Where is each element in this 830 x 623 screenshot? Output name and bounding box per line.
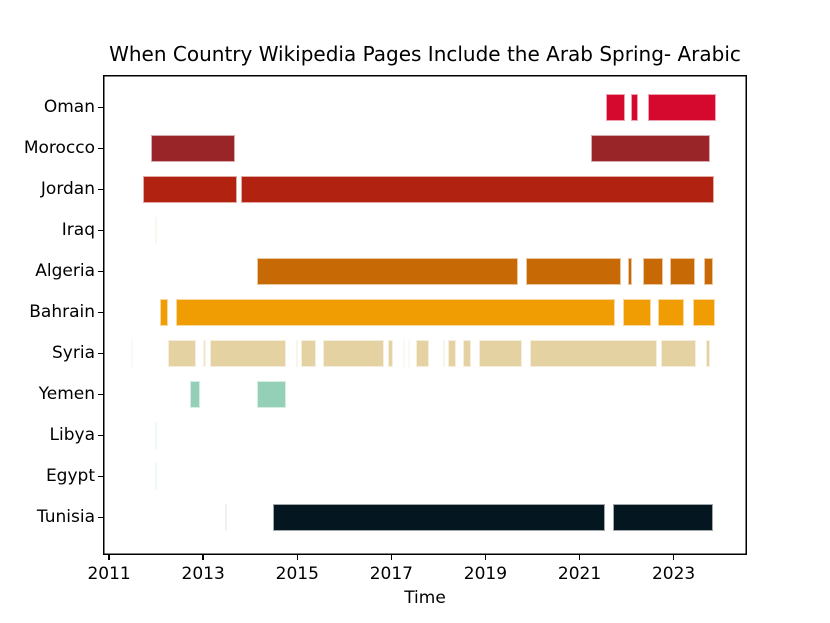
bar-segment bbox=[273, 503, 605, 531]
x-tick-mark bbox=[578, 555, 581, 560]
y-tick-label: Iraq bbox=[61, 220, 95, 241]
bar-segment bbox=[300, 339, 316, 367]
x-tick-label: 2019 bbox=[463, 564, 508, 584]
y-tick-label: Tunisia bbox=[36, 507, 95, 528]
x-tick-mark bbox=[296, 555, 299, 560]
y-tick-label: Morocco bbox=[23, 138, 95, 159]
bar-segment bbox=[479, 339, 523, 367]
bar-segment bbox=[631, 93, 638, 121]
bar-segment bbox=[443, 339, 446, 367]
bar-segment bbox=[257, 257, 518, 285]
x-tick-label: 2021 bbox=[557, 564, 602, 584]
bar-segment bbox=[209, 339, 286, 367]
y-tick-mark bbox=[98, 270, 103, 273]
y-tick-label: Yemen bbox=[38, 384, 95, 405]
bar-segment bbox=[526, 257, 622, 285]
x-tick-label: 2015 bbox=[275, 564, 319, 584]
y-tick-mark bbox=[98, 475, 103, 478]
bar-segment bbox=[403, 339, 406, 367]
y-tick-label: Bahrain bbox=[29, 302, 95, 323]
bar-segment bbox=[241, 175, 714, 203]
x-tick-label: 2023 bbox=[651, 564, 696, 584]
y-tick-label: Oman bbox=[43, 97, 95, 118]
bar-segment bbox=[154, 462, 157, 490]
bar-segment bbox=[612, 503, 714, 531]
bar-segment bbox=[462, 339, 472, 367]
x-tick-mark bbox=[672, 555, 675, 560]
bar-segment bbox=[705, 339, 710, 367]
bar-segment bbox=[670, 257, 695, 285]
bar-segment bbox=[202, 339, 206, 367]
bar-segment bbox=[408, 339, 411, 367]
bar-segment bbox=[224, 503, 227, 531]
bar-segment bbox=[151, 134, 235, 162]
x-tick-mark bbox=[108, 555, 110, 560]
bar-segment bbox=[416, 339, 429, 367]
chart-title: When Country Wikipedia Pages Include the… bbox=[109, 42, 741, 66]
bar-segment bbox=[591, 134, 710, 162]
x-tick-mark bbox=[390, 555, 393, 560]
bar-segment bbox=[627, 257, 633, 285]
y-tick-mark bbox=[98, 311, 103, 314]
bar-segment bbox=[167, 339, 197, 367]
bar-segment bbox=[190, 380, 200, 408]
x-tick-label: 2013 bbox=[181, 564, 225, 584]
bar-segment bbox=[606, 93, 625, 121]
y-tick-mark bbox=[98, 434, 103, 437]
bar-segment bbox=[658, 298, 684, 326]
bar-segment bbox=[142, 175, 237, 203]
y-tick-mark bbox=[98, 147, 103, 150]
plot-area bbox=[103, 75, 747, 555]
x-axis-title: Time bbox=[404, 588, 446, 608]
bar-segment bbox=[154, 421, 157, 449]
y-tick-mark bbox=[98, 352, 103, 355]
bar-segment bbox=[643, 257, 664, 285]
bar-segment bbox=[175, 298, 615, 326]
y-tick-mark bbox=[98, 188, 103, 191]
bar-segment bbox=[622, 298, 652, 326]
x-tick-label: 2011 bbox=[87, 564, 131, 584]
bar-segment bbox=[692, 298, 715, 326]
bar-segment bbox=[703, 257, 714, 285]
bar-segment bbox=[154, 216, 157, 244]
bar-segment bbox=[257, 380, 286, 408]
bar-segment bbox=[160, 298, 168, 326]
y-tick-mark bbox=[98, 393, 103, 396]
y-tick-mark bbox=[98, 106, 103, 109]
bar-segment bbox=[323, 339, 384, 367]
y-tick-mark bbox=[98, 229, 103, 232]
y-tick-label: Libya bbox=[49, 425, 95, 446]
y-tick-mark bbox=[98, 516, 103, 519]
y-tick-label: Algeria bbox=[35, 261, 95, 282]
x-tick-mark bbox=[484, 555, 487, 560]
x-tick-label: 2017 bbox=[369, 564, 413, 584]
bar-segment bbox=[529, 339, 658, 367]
y-tick-label: Egypt bbox=[45, 466, 95, 487]
x-tick-mark bbox=[202, 555, 204, 560]
bar-segment bbox=[295, 339, 299, 367]
bar-segment bbox=[130, 339, 133, 367]
y-tick-label: Syria bbox=[52, 343, 95, 364]
bar-segment bbox=[661, 339, 696, 367]
y-tick-label: Jordan bbox=[40, 179, 95, 200]
bar-segment bbox=[448, 339, 457, 367]
bar-segment bbox=[388, 339, 394, 367]
bar-segment bbox=[648, 93, 717, 121]
